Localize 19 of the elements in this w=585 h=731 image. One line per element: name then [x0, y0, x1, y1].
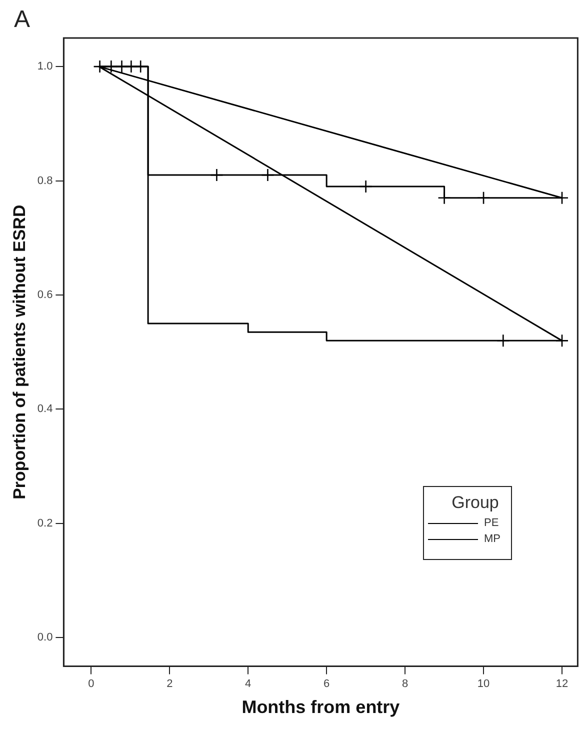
- y-tick-label: 0.0: [37, 632, 53, 644]
- x-tick-label: 4: [245, 678, 252, 690]
- legend-title: Group: [450, 493, 500, 513]
- y-tick-label: 0.2: [37, 517, 53, 530]
- y-tick-label: 0.4: [37, 403, 53, 416]
- y-tick-label: 0.6: [37, 289, 53, 302]
- x-tick-label: 12: [556, 678, 568, 690]
- legend-label: MP: [484, 533, 500, 545]
- x-axis-title: Months from entry: [242, 697, 400, 718]
- y-tick-label: 0.8: [37, 174, 53, 187]
- legend-label: PE: [484, 517, 499, 529]
- x-tick-label: 0: [88, 678, 94, 690]
- text: A: [14, 6, 30, 34]
- x-tick-label: 6: [324, 678, 330, 690]
- x-tick-label: 10: [477, 678, 490, 690]
- y-axis-title: Proportion of patients without ESRD: [10, 204, 29, 500]
- x-tick-label: 8: [402, 678, 408, 690]
- y-tick-label: 1.0: [37, 60, 53, 73]
- x-tick-label: 2: [166, 678, 173, 690]
